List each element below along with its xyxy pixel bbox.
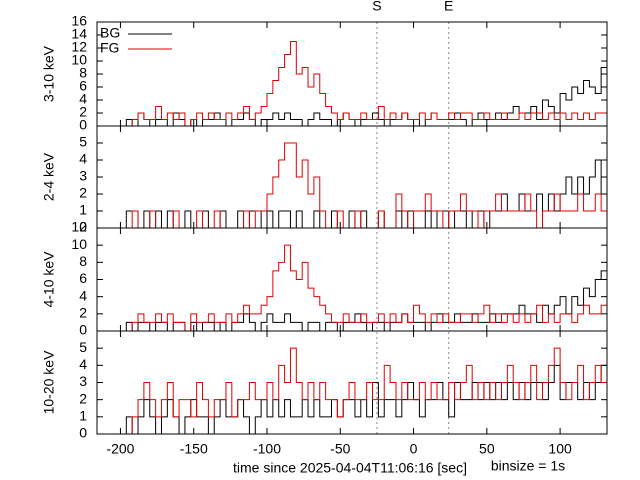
y-tick-label: 0 <box>79 425 87 441</box>
y-tick-label: 10 <box>71 236 87 252</box>
x-tick-label: 50 <box>479 441 495 457</box>
x-tick-label: -150 <box>180 441 208 457</box>
legend-label: BG <box>100 25 120 41</box>
y-tick-label: 2 <box>79 185 87 201</box>
y-tick-label: 2 <box>79 305 87 321</box>
y-axis-label: 4-10 keV <box>41 251 57 308</box>
marker-label: S <box>372 0 381 14</box>
y-tick-label: 4 <box>79 151 87 167</box>
x-axis-label: time since 2025-04-04T11:06:16 [sec] <box>233 460 467 476</box>
y-tick-label: 4 <box>79 91 87 107</box>
annotation: binsize = 1s <box>491 458 565 474</box>
y-axis-label: 10-20 keV <box>41 350 57 414</box>
marker-label: E <box>444 0 453 14</box>
series-line <box>102 244 607 332</box>
y-tick-label: 2 <box>79 390 87 406</box>
y-tick-label: 0 <box>79 117 87 133</box>
y-tick-label: 16 <box>71 13 87 29</box>
y-tick-label: 12 <box>71 39 87 55</box>
y-tick-label: 5 <box>79 134 87 150</box>
y-tick-label: 1 <box>79 202 87 218</box>
y-axis-label: 2-4 keV <box>41 152 57 201</box>
series-line <box>102 142 607 229</box>
x-tick-label: -100 <box>253 441 281 457</box>
x-tick-label: 100 <box>548 441 572 457</box>
y-tick-label: 8 <box>79 65 87 81</box>
y-tick-label: 3 <box>79 168 87 184</box>
series-line <box>102 41 607 127</box>
y-tick-label: 4 <box>79 356 87 372</box>
y-tick-label: 14 <box>71 26 87 42</box>
y-axis-label: 3-10 keV <box>41 45 57 102</box>
y-tick-label: 6 <box>79 78 87 94</box>
y-tick-label: 6 <box>79 270 87 286</box>
y-tick-label: 1 <box>79 408 87 424</box>
legend-label: FG <box>100 40 119 56</box>
y-tick-label: 12 <box>71 219 87 235</box>
y-tick-label: 3 <box>79 373 87 389</box>
y-tick-label: 5 <box>79 339 87 355</box>
y-tick-label: 0 <box>79 219 87 235</box>
y-tick-label: 0 <box>79 322 87 338</box>
y-tick-label: 4 <box>79 287 87 303</box>
y-tick-label: 2 <box>79 104 87 120</box>
series-line <box>102 67 607 127</box>
panel-frame <box>96 330 608 435</box>
x-tick-label: -50 <box>330 441 350 457</box>
y-tick-label: 10 <box>71 52 87 68</box>
x-tick-label: -200 <box>106 441 134 457</box>
x-tick-label: 0 <box>410 441 418 457</box>
y-tick-label: 8 <box>79 253 87 269</box>
series-line <box>102 347 607 435</box>
